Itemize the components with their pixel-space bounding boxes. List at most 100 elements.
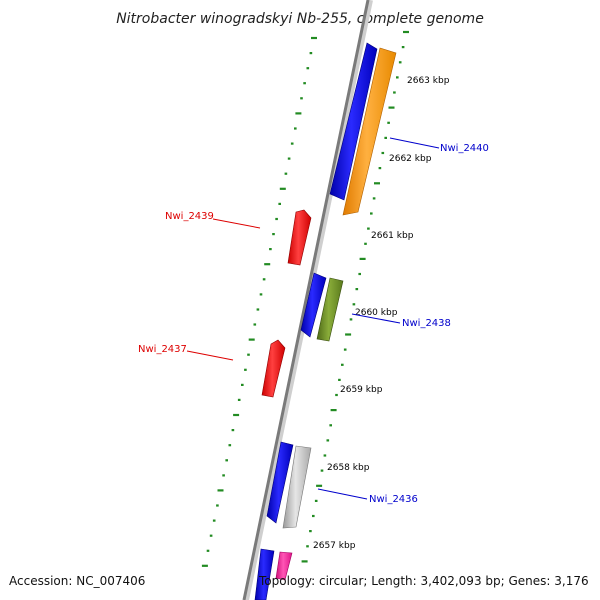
tick-label: 2658 kbp xyxy=(327,463,370,473)
tick-mark xyxy=(403,30,409,34)
feature-red-2437[interactable] xyxy=(261,339,286,398)
tick-mark xyxy=(253,323,257,326)
tick-mark xyxy=(370,212,373,215)
tick-mark xyxy=(294,127,297,130)
tick-mark xyxy=(388,106,395,109)
gene-label-nwi-2436[interactable]: Nwi_2436 xyxy=(369,494,418,505)
tick-mark xyxy=(248,338,255,341)
tick-mark xyxy=(301,560,308,563)
tick-mark xyxy=(381,151,385,155)
tick-mark xyxy=(244,368,247,371)
feature-gray-2436[interactable] xyxy=(282,445,312,529)
tick-mark xyxy=(284,172,288,175)
tick-label: 2660 kbp xyxy=(355,308,398,318)
backbone-line xyxy=(242,0,370,600)
tick-mark xyxy=(264,263,271,266)
tick-mark xyxy=(372,197,376,200)
tick-mark xyxy=(311,36,317,40)
tick-mark xyxy=(364,242,367,245)
tick-mark xyxy=(303,82,306,85)
tick-mark xyxy=(256,308,260,311)
left-tick-track xyxy=(201,36,317,567)
feature-orange-2440[interactable] xyxy=(342,47,397,216)
tick-mark xyxy=(295,112,302,115)
tick-mark xyxy=(312,514,315,518)
tick-mark xyxy=(247,353,250,356)
feature-blue-4[interactable] xyxy=(254,548,275,600)
tick-mark xyxy=(290,142,294,145)
tick-label: 2657 kbp xyxy=(313,541,356,551)
leader-line-nwi-2439 xyxy=(212,218,261,229)
feature-olive-2438[interactable] xyxy=(316,277,344,342)
tick-mark xyxy=(349,318,353,321)
tick-mark xyxy=(387,121,390,124)
tick-mark xyxy=(358,272,361,276)
tick-mark xyxy=(201,564,208,567)
tick-mark xyxy=(352,303,356,306)
accession-text: Accession: NC_007406 xyxy=(9,574,146,588)
tick-mark xyxy=(225,459,228,462)
tick-mark xyxy=(269,248,272,251)
tick-mark xyxy=(262,278,266,281)
tick-mark xyxy=(287,157,291,160)
tick-mark xyxy=(309,52,313,55)
tick-label: 2659 kbp xyxy=(340,385,383,395)
gene-label-nwi-2437[interactable]: Nwi_2437 xyxy=(138,344,187,355)
tick-mark xyxy=(393,91,396,94)
tick-mark xyxy=(228,444,232,447)
tick-mark xyxy=(374,182,380,185)
feature-blue-3[interactable] xyxy=(266,441,294,524)
tick-mark xyxy=(320,469,324,472)
tick-mark xyxy=(233,413,240,417)
tick-mark xyxy=(335,393,338,397)
tick-mark xyxy=(306,545,309,548)
tick-mark xyxy=(343,348,347,351)
topology-text: Topology: circular; Length: 3,402,093 bp… xyxy=(259,574,589,588)
tick-mark xyxy=(309,530,312,533)
tick-mark xyxy=(222,474,225,477)
tick-mark xyxy=(330,409,337,412)
tick-mark xyxy=(384,136,387,139)
tick-mark xyxy=(323,454,327,457)
tick-mark xyxy=(341,363,344,366)
tick-mark xyxy=(396,76,399,79)
tick-label: 2662 kbp xyxy=(389,154,432,164)
tick-mark xyxy=(367,227,370,230)
tick-mark xyxy=(398,61,402,64)
leader-line-nwi-2436 xyxy=(317,488,368,500)
tick-mark xyxy=(206,549,210,552)
tick-mark xyxy=(272,233,275,236)
tick-mark xyxy=(279,187,286,190)
tick-mark xyxy=(275,217,278,221)
tick-mark xyxy=(216,504,219,507)
tick-mark xyxy=(401,46,405,49)
tick-mark xyxy=(241,383,244,386)
tick-mark xyxy=(359,257,366,260)
gene-label-nwi-2438[interactable]: Nwi_2438 xyxy=(402,318,451,329)
tick-mark xyxy=(209,534,213,537)
feature-blue-1[interactable] xyxy=(329,42,378,201)
tick-mark xyxy=(329,424,332,427)
tick-mark xyxy=(316,484,323,487)
right-tick-track xyxy=(301,30,409,563)
tick-mark xyxy=(212,519,216,522)
tick-mark xyxy=(355,288,359,291)
tick-mark xyxy=(345,333,352,336)
feature-blue-2[interactable] xyxy=(300,272,327,338)
tick-label: 2661 kbp xyxy=(371,231,414,241)
tick-mark xyxy=(259,293,263,296)
gene-label-nwi-2439[interactable]: Nwi_2439 xyxy=(165,211,214,222)
tick-mark xyxy=(306,67,310,70)
feature-red-2439[interactable] xyxy=(287,209,312,266)
leader-line-nwi-2440 xyxy=(389,137,440,149)
tick-mark xyxy=(278,202,281,205)
tick-mark xyxy=(338,378,341,381)
tick-mark xyxy=(378,167,382,170)
tick-mark xyxy=(300,97,303,100)
gene-label-nwi-2440[interactable]: Nwi_2440 xyxy=(440,143,489,154)
tick-mark xyxy=(314,499,318,502)
tick-mark xyxy=(217,489,224,492)
feature-magenta[interactable] xyxy=(275,551,293,581)
tick-mark xyxy=(231,429,235,432)
